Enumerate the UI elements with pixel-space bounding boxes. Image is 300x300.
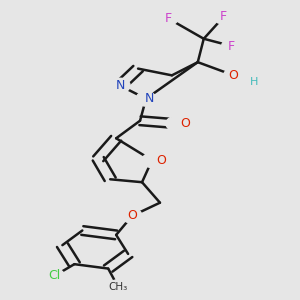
- Circle shape: [122, 208, 142, 223]
- Circle shape: [222, 39, 242, 53]
- Text: N: N: [116, 79, 125, 92]
- Circle shape: [108, 280, 128, 294]
- Text: O: O: [156, 154, 166, 167]
- Text: O: O: [229, 69, 238, 82]
- Circle shape: [136, 92, 156, 106]
- Text: Cl: Cl: [48, 269, 61, 282]
- Circle shape: [214, 10, 234, 24]
- Text: N: N: [145, 92, 154, 105]
- Text: F: F: [220, 10, 227, 23]
- Circle shape: [224, 68, 244, 83]
- Text: O: O: [127, 209, 137, 222]
- Circle shape: [158, 11, 178, 26]
- Circle shape: [110, 78, 130, 93]
- Circle shape: [166, 116, 186, 131]
- Text: H: H: [250, 77, 259, 87]
- Text: F: F: [228, 40, 235, 52]
- Circle shape: [142, 153, 162, 168]
- Text: CH₃: CH₃: [109, 282, 128, 292]
- Circle shape: [44, 268, 64, 283]
- Text: O: O: [181, 117, 190, 130]
- Text: F: F: [164, 12, 172, 25]
